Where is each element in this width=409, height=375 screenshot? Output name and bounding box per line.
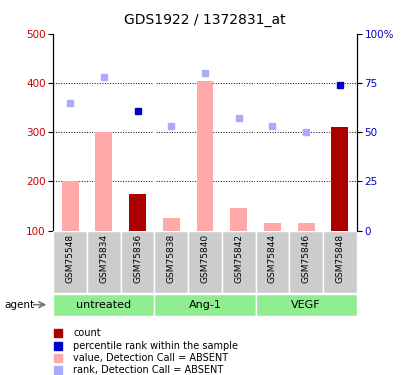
Text: count: count — [73, 328, 101, 339]
Bar — [289, 231, 322, 292]
Text: GSM75842: GSM75842 — [234, 234, 243, 283]
Bar — [129, 194, 146, 231]
Text: GSM75840: GSM75840 — [200, 234, 209, 283]
Bar — [154, 294, 255, 316]
Bar — [62, 182, 79, 231]
Bar — [53, 294, 154, 316]
Bar — [263, 223, 280, 231]
Text: GDS1922 / 1372831_at: GDS1922 / 1372831_at — [124, 13, 285, 27]
Bar — [230, 209, 247, 231]
Bar — [221, 231, 255, 292]
Bar — [154, 231, 188, 292]
Text: value, Detection Call = ABSENT: value, Detection Call = ABSENT — [73, 353, 228, 363]
Text: GSM75846: GSM75846 — [301, 234, 310, 283]
Text: GSM75548: GSM75548 — [65, 234, 74, 283]
Text: GSM75834: GSM75834 — [99, 234, 108, 283]
Bar — [87, 231, 120, 292]
Bar — [255, 294, 356, 316]
Text: rank, Detection Call = ABSENT: rank, Detection Call = ABSENT — [73, 365, 223, 375]
Bar — [196, 81, 213, 231]
Text: agent: agent — [4, 300, 34, 310]
Text: GSM75844: GSM75844 — [267, 234, 276, 283]
Bar — [162, 218, 179, 231]
Text: percentile rank within the sample: percentile rank within the sample — [73, 340, 238, 351]
Text: GSM75838: GSM75838 — [166, 234, 175, 283]
Bar — [120, 231, 154, 292]
Bar — [188, 231, 221, 292]
Text: GSM75836: GSM75836 — [133, 234, 142, 283]
Bar — [322, 231, 356, 292]
Text: VEGF: VEGF — [291, 300, 320, 310]
Text: untreated: untreated — [76, 300, 131, 310]
Bar — [330, 127, 347, 231]
Bar — [255, 231, 289, 292]
Bar — [53, 231, 87, 292]
Text: GSM75848: GSM75848 — [335, 234, 344, 283]
Bar — [95, 132, 112, 231]
Text: Ang-1: Ang-1 — [188, 300, 221, 310]
Bar — [297, 223, 314, 231]
